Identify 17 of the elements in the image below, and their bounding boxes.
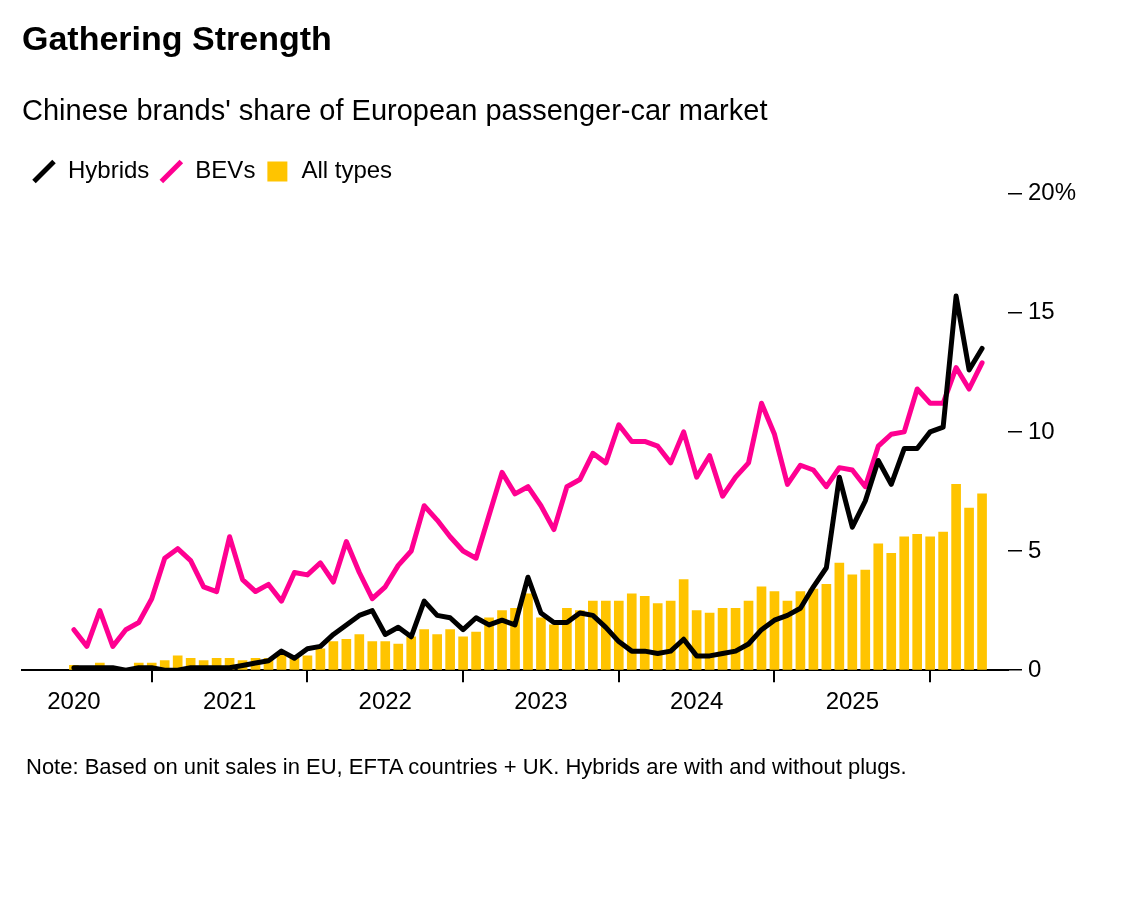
x-tick-label: 2022 <box>358 687 412 715</box>
x-tick-label: 2020 <box>47 687 101 715</box>
x-tick-label: 2024 <box>669 687 724 715</box>
y-tick-label: 20% <box>1028 178 1077 206</box>
x-tick-label: 2025 <box>825 687 880 715</box>
legend-label: BEVs <box>195 156 256 184</box>
x-tick-label: 2023 <box>514 687 568 715</box>
y-tick-label: 10 <box>1028 416 1055 444</box>
text: Note: Based on unit sales in EU, EFTA countries + UK. Hybrids are with and without plugs. <box>26 753 908 781</box>
legend-label: All types <box>301 156 393 184</box>
y-tick-label: 5 <box>1028 535 1042 563</box>
x-tick-label: 2021 <box>202 687 257 715</box>
y-tick-label: 15 <box>1028 297 1055 325</box>
chart-subtitle: Chinese brands' share of European passenger-car market <box>22 94 768 127</box>
legend-label: Hybrids <box>68 156 150 184</box>
y-tick-label: 0 <box>1028 654 1042 682</box>
chart-title: Gathering Strength <box>22 18 332 57</box>
